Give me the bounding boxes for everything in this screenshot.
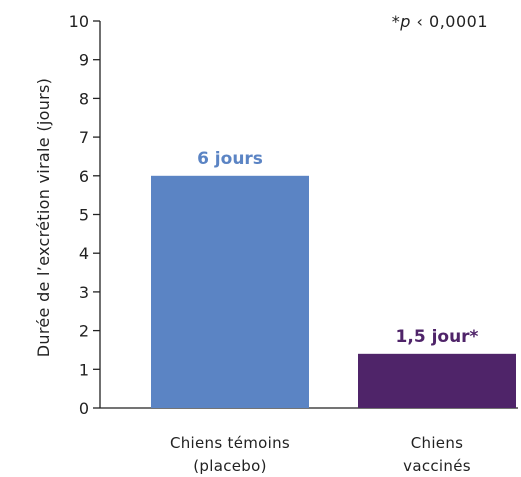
- bars: [151, 175, 516, 408]
- bar-2: [358, 353, 516, 408]
- y-axis-title-group: Durée de l’excrétion virale (jours): [34, 78, 53, 357]
- y-tick-label: 4: [79, 244, 89, 263]
- significance-annotation: *p ‹ 0,0001: [392, 12, 488, 31]
- y-tick-label: 10: [69, 12, 89, 31]
- annotation-group: *p ‹ 0,0001: [392, 12, 488, 31]
- y-tick-label: 7: [79, 128, 89, 147]
- data-label-2: 1,5 jour*: [396, 327, 479, 347]
- y-tick-label: 6: [79, 167, 89, 186]
- bar-1: [151, 175, 309, 408]
- y-tick-label: 0: [79, 399, 89, 418]
- y-tick-label: 8: [79, 89, 89, 108]
- category-label-1: Chiens témoins (placebo): [170, 434, 290, 475]
- y-tick-label: 5: [79, 206, 89, 225]
- category-label-2: Chiens vaccinés: [403, 434, 471, 475]
- data-labels: 6 jours 1,5 jour*: [197, 149, 478, 347]
- y-tick-label: 3: [79, 283, 89, 302]
- category-labels: Chiens témoins (placebo) Chiens vaccinés: [170, 434, 471, 475]
- y-axis: 0 1 2 3 4 5 6 7 8 9 10: [69, 12, 101, 418]
- y-tick-label: 9: [79, 51, 89, 70]
- y-tick-label: 2: [79, 322, 89, 341]
- y-tick-label: 1: [79, 360, 89, 379]
- y-axis-title: Durée de l’excrétion virale (jours): [34, 78, 53, 357]
- data-label-1: 6 jours: [197, 149, 263, 169]
